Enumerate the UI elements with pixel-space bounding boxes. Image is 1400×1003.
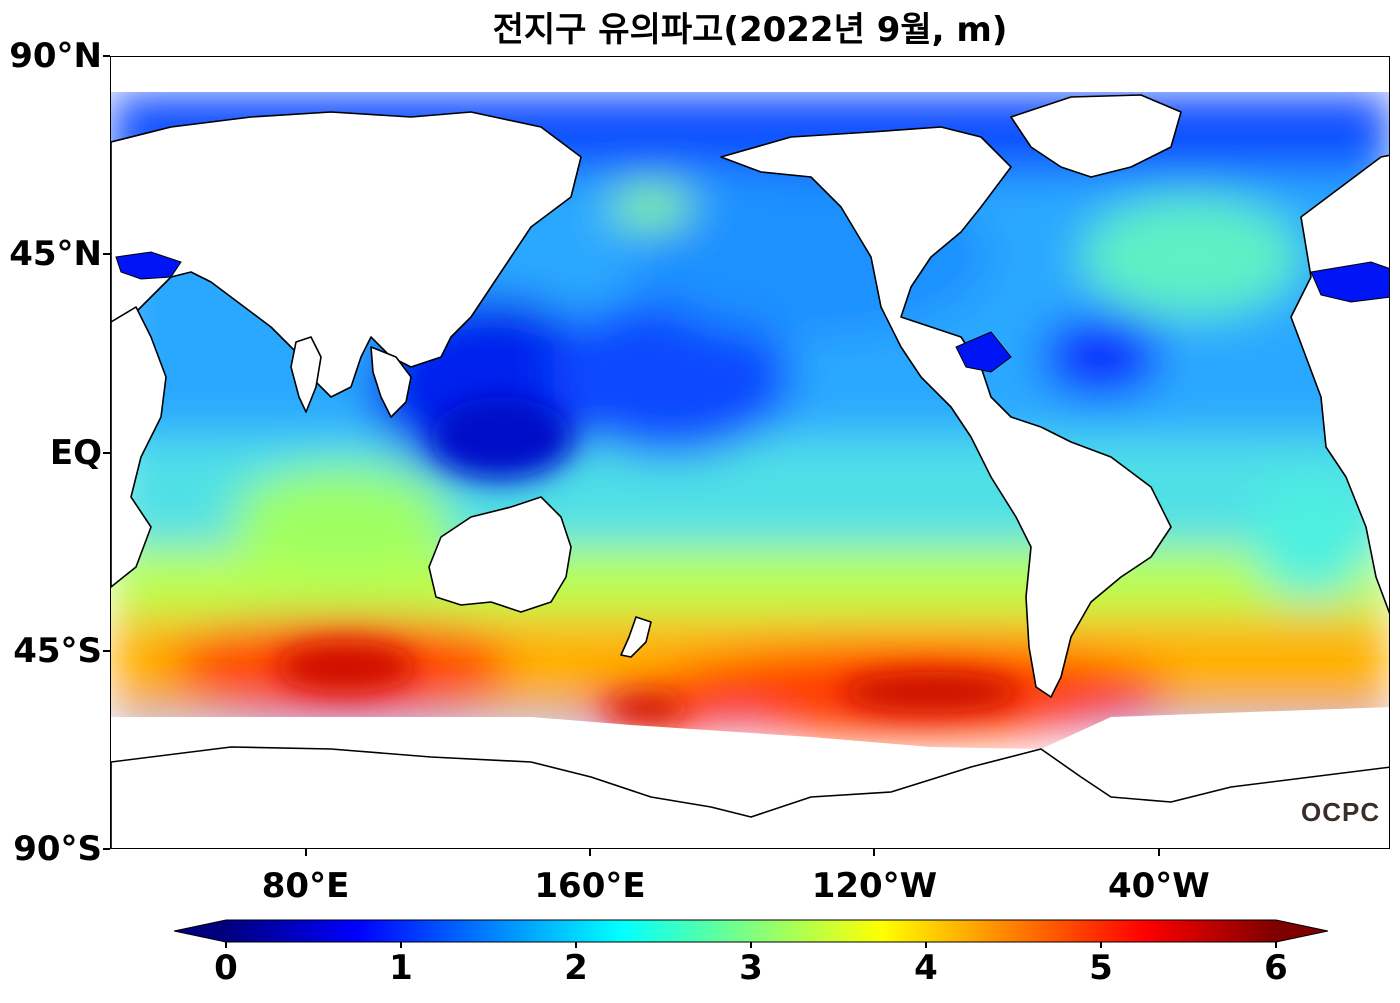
lon-tick-label: 160°E (534, 866, 646, 906)
colorbar-tick-label: 4 (914, 948, 938, 988)
lon-tick-mark (873, 849, 876, 856)
marginal-seas (115, 251, 1389, 373)
lat-tick-label: 90°S (13, 829, 102, 869)
colorbar-extend-min (174, 920, 226, 942)
lat-tick-mark (103, 253, 110, 256)
lat-tick-label: 45°S (13, 630, 102, 671)
lat-tick-mark (103, 848, 110, 850)
colorbar-tick-mark (1275, 942, 1277, 948)
lon-tick-mark (1157, 849, 1160, 856)
lon-tick-label: 120°W (811, 866, 938, 906)
colorbar-tick-label: 2 (564, 948, 588, 988)
map-canvas (111, 57, 1389, 848)
colorbar-tick-label: 1 (389, 948, 413, 988)
lat-tick-label: 90°N (9, 36, 102, 76)
ocpc-logo: OCPC (1301, 797, 1381, 827)
lat-tick-mark (103, 55, 110, 57)
lat-tick-label: EQ (49, 432, 102, 473)
land (111, 94, 1389, 848)
colorbar-tick-mark (750, 942, 752, 948)
lat-tick-mark (103, 451, 110, 454)
colorbar-tick-mark (225, 942, 227, 948)
lon-tick-mark (304, 849, 307, 856)
colorbar-tick-mark (400, 942, 402, 948)
colorbar-tick-label: 0 (214, 948, 238, 988)
colorbar-tick-mark (575, 942, 577, 948)
colorbar-tick-mark (1100, 942, 1102, 948)
colorbar-extend-max (1276, 920, 1328, 942)
colorbar-body (226, 920, 1276, 942)
lat-tick-label: 45°N (9, 234, 102, 275)
wave-field-detail (276, 397, 1021, 723)
lat-tick-mark (103, 649, 110, 652)
colorbar-tick-mark (925, 942, 927, 948)
map-title: 전지구 유의파고(2022년 9월, m) (492, 10, 1008, 50)
colorbar-tick-label: 6 (1264, 948, 1288, 988)
lon-tick-mark (589, 849, 591, 856)
lon-tick-label: 80°E (261, 866, 350, 906)
colorbar-tick-label: 5 (1089, 948, 1113, 988)
wave-height-map: OCPC (110, 56, 1390, 849)
colorbar-tick-label: 3 (739, 948, 763, 988)
lon-tick-label: 40°W (1107, 866, 1210, 906)
